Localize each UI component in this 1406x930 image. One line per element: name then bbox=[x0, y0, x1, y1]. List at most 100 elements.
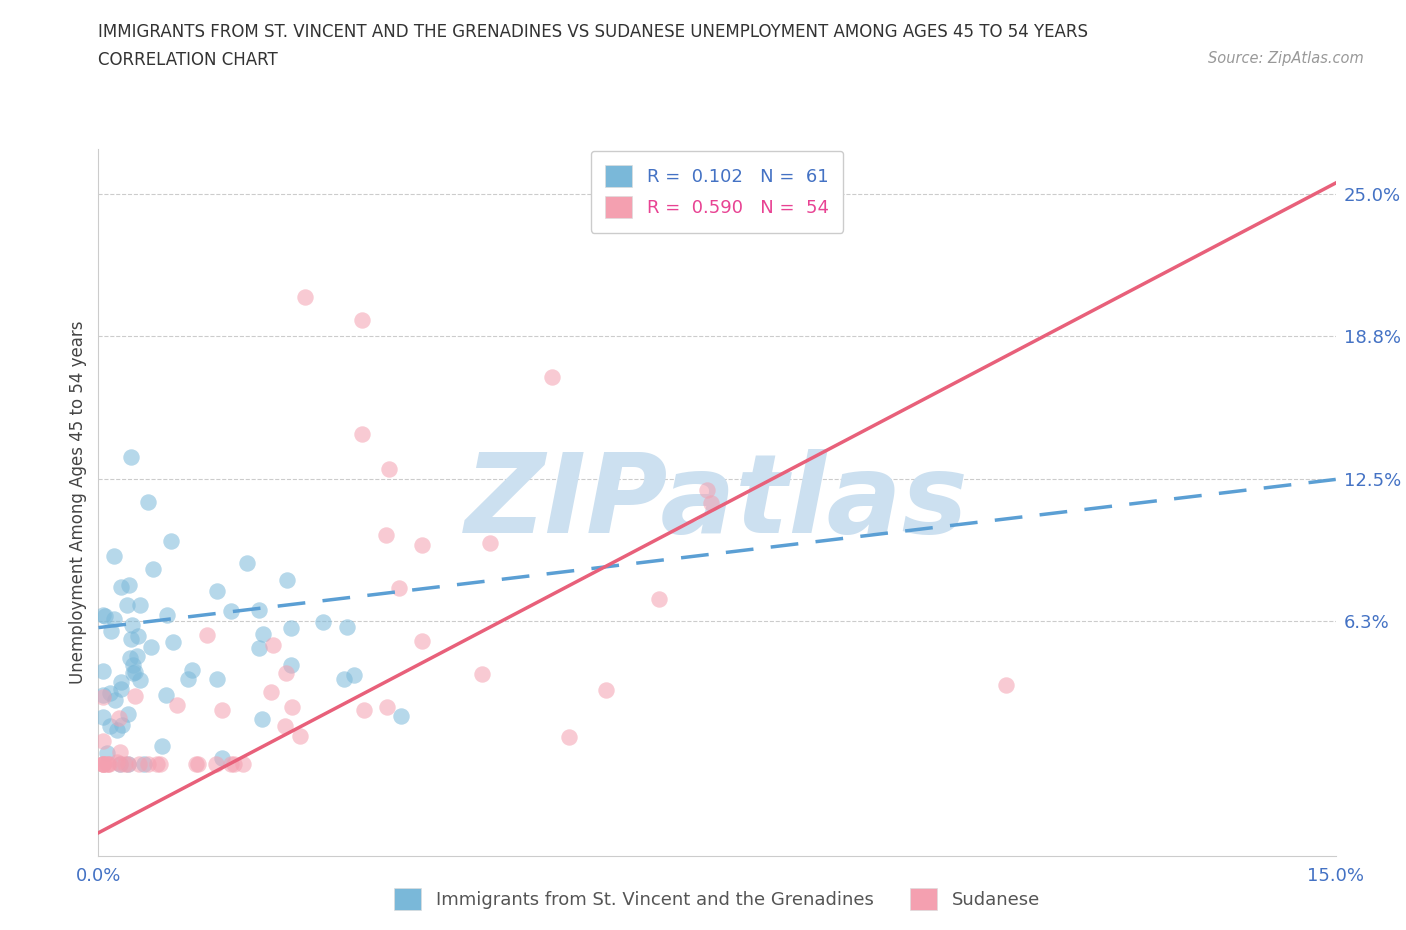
Point bbox=[120, 631, 142, 646]
Point bbox=[91, 757, 114, 772]
Point bbox=[96, 746, 118, 761]
Point bbox=[124, 665, 146, 680]
Point bbox=[411, 538, 433, 552]
Point bbox=[136, 495, 159, 510]
Point bbox=[103, 549, 125, 564]
Point bbox=[541, 369, 564, 384]
Point bbox=[136, 757, 159, 772]
Point bbox=[146, 757, 169, 772]
Point bbox=[250, 711, 273, 726]
Point bbox=[184, 757, 207, 772]
Point bbox=[91, 663, 114, 678]
Point bbox=[142, 562, 165, 577]
Point bbox=[478, 536, 501, 551]
Point bbox=[336, 620, 359, 635]
Point bbox=[177, 671, 200, 686]
Point bbox=[205, 583, 228, 598]
Point bbox=[132, 757, 155, 772]
Point bbox=[236, 555, 259, 570]
Point bbox=[696, 483, 718, 498]
Point bbox=[121, 658, 143, 672]
Point bbox=[352, 312, 374, 327]
Point bbox=[91, 608, 114, 623]
Point bbox=[294, 289, 316, 304]
Point bbox=[105, 723, 128, 737]
Point bbox=[110, 682, 132, 697]
Point bbox=[388, 580, 411, 595]
Point bbox=[232, 757, 254, 772]
Point bbox=[252, 627, 274, 642]
Point bbox=[378, 462, 401, 477]
Point bbox=[150, 738, 173, 753]
Point bbox=[994, 677, 1017, 692]
Point bbox=[648, 591, 671, 606]
Point bbox=[125, 649, 148, 664]
Y-axis label: Unemployment Among Ages 45 to 54 years: Unemployment Among Ages 45 to 54 years bbox=[69, 321, 87, 684]
Point bbox=[288, 729, 311, 744]
Point bbox=[117, 757, 139, 772]
Point bbox=[91, 687, 114, 702]
Point bbox=[127, 629, 149, 644]
Point bbox=[91, 689, 114, 704]
Point bbox=[389, 709, 412, 724]
Point bbox=[110, 757, 132, 772]
Point bbox=[558, 730, 581, 745]
Point bbox=[118, 578, 141, 592]
Point bbox=[110, 580, 132, 595]
Point bbox=[207, 671, 229, 686]
Point bbox=[262, 638, 284, 653]
Point bbox=[117, 707, 139, 722]
Point bbox=[247, 603, 270, 618]
Point bbox=[128, 757, 150, 772]
Point bbox=[91, 710, 114, 724]
Point bbox=[149, 757, 172, 772]
Point bbox=[160, 534, 183, 549]
Point bbox=[103, 611, 125, 626]
Point bbox=[204, 757, 226, 772]
Point bbox=[100, 623, 122, 638]
Point bbox=[91, 734, 114, 749]
Point bbox=[224, 757, 246, 772]
Point bbox=[274, 666, 297, 681]
Point bbox=[219, 604, 242, 618]
Point bbox=[114, 757, 136, 772]
Point bbox=[108, 745, 131, 760]
Point bbox=[155, 687, 177, 702]
Point bbox=[333, 671, 356, 686]
Point bbox=[195, 627, 218, 642]
Point bbox=[211, 751, 233, 765]
Point bbox=[281, 699, 304, 714]
Point bbox=[352, 426, 374, 441]
Point bbox=[162, 635, 184, 650]
Point bbox=[110, 675, 132, 690]
Point bbox=[249, 640, 271, 655]
Text: Source: ZipAtlas.com: Source: ZipAtlas.com bbox=[1208, 51, 1364, 66]
Point bbox=[166, 698, 188, 712]
Point bbox=[118, 650, 141, 665]
Point bbox=[98, 757, 121, 772]
Point bbox=[98, 719, 121, 734]
Point bbox=[115, 597, 138, 612]
Point bbox=[121, 666, 143, 681]
Point bbox=[595, 683, 617, 698]
Point bbox=[124, 688, 146, 703]
Point bbox=[129, 598, 152, 613]
Point bbox=[312, 615, 335, 630]
Point bbox=[276, 572, 298, 587]
Point bbox=[104, 693, 127, 708]
Point bbox=[274, 718, 297, 733]
Point bbox=[105, 754, 128, 769]
Point bbox=[374, 528, 396, 543]
Point bbox=[471, 667, 494, 682]
Point bbox=[91, 757, 114, 772]
Point bbox=[375, 700, 398, 715]
Legend: Immigrants from St. Vincent and the Grenadines, Sudanese: Immigrants from St. Vincent and the Gren… bbox=[387, 881, 1047, 917]
Point bbox=[117, 757, 139, 772]
Point bbox=[111, 717, 134, 732]
Point bbox=[121, 618, 143, 632]
Point bbox=[120, 449, 142, 464]
Point bbox=[156, 607, 179, 622]
Point bbox=[280, 620, 302, 635]
Point bbox=[108, 757, 131, 772]
Point bbox=[98, 685, 121, 700]
